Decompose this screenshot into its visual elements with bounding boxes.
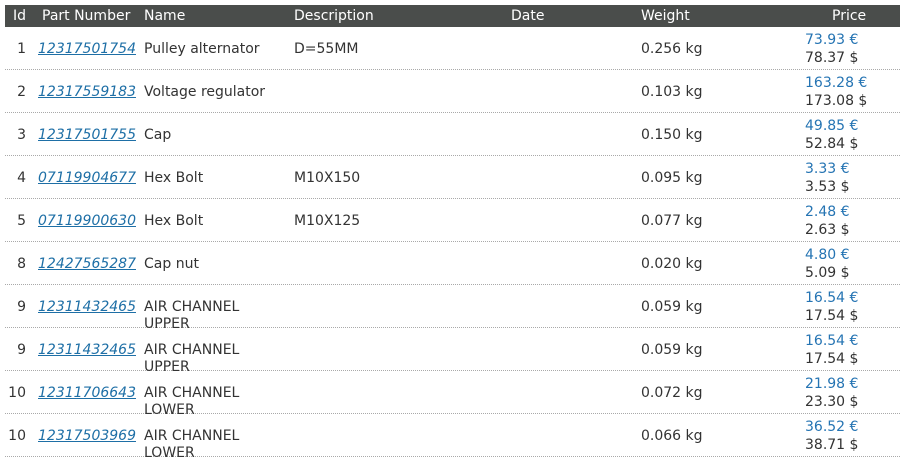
parts-table: Id Part Number Name Description Date Wei… xyxy=(5,5,900,461)
header-date[interactable]: Date xyxy=(511,8,545,24)
row-id: 2 xyxy=(17,84,26,100)
price-eur: 16.54 € xyxy=(805,290,859,306)
part-price: 36.52 € 38.71 $ xyxy=(805,418,858,454)
price-eur: 3.33 € xyxy=(805,161,850,177)
part-name: Cap xyxy=(144,127,172,143)
table-header: Id Part Number Name Description Date Wei… xyxy=(5,5,900,27)
row-id: 4 xyxy=(17,170,26,186)
price-usd: 2.63 $ xyxy=(805,222,850,238)
price-usd: 23.30 $ xyxy=(805,394,859,410)
table-row: 1 12317501754 Pulley alternator D=55MM 0.256… xyxy=(5,27,900,70)
table-row: 5 07119900630 Hex Bolt M10X125 0.077 kg 2.48 … xyxy=(5,199,900,242)
table-body: 1 12317501754 Pulley alternator D=55MM 0.256… xyxy=(5,27,900,461)
part-weight: 0.077 kg xyxy=(641,213,703,229)
row-id: 10 xyxy=(8,428,26,444)
part-name: AIR CHANNEL UPPER xyxy=(144,299,240,332)
price-eur: 49.85 € xyxy=(805,118,859,134)
part-name: AIR CHANNEL LOWER xyxy=(144,428,240,461)
header-price[interactable]: Price xyxy=(832,8,867,24)
part-name: Hex Bolt xyxy=(144,170,204,186)
row-id: 9 xyxy=(17,299,26,315)
part-name: Pulley alternator xyxy=(144,41,260,57)
header-id[interactable]: Id xyxy=(13,8,27,24)
price-eur: 2.48 € xyxy=(805,204,850,220)
row-id: 3 xyxy=(17,127,26,143)
part-weight: 0.020 kg xyxy=(641,256,703,272)
part-price: 16.54 € 17.54 $ xyxy=(805,289,858,325)
part-weight: 0.066 kg xyxy=(641,428,703,444)
part-weight: 0.103 kg xyxy=(641,84,703,100)
price-eur: 36.52 € xyxy=(805,419,859,435)
part-number-link[interactable]: 12317503969 xyxy=(38,428,136,444)
part-number-link[interactable]: 12311706643 xyxy=(38,385,136,401)
part-weight: 0.059 kg xyxy=(641,342,703,358)
part-number-link[interactable]: 12311432465 xyxy=(38,342,136,358)
table-row: 4 07119904677 Hex Bolt M10X150 0.095 kg 3.33 … xyxy=(5,156,900,199)
part-weight: 0.072 kg xyxy=(641,385,703,401)
part-name: Cap nut xyxy=(144,256,199,272)
part-number-link[interactable]: 07119904677 xyxy=(38,170,136,186)
part-weight: 0.059 kg xyxy=(641,299,703,315)
row-id: 5 xyxy=(17,213,26,229)
price-eur: 4.80 € xyxy=(805,247,850,263)
row-id: 1 xyxy=(17,41,26,57)
header-part-number[interactable]: Part Number xyxy=(42,8,131,24)
row-id: 8 xyxy=(17,256,26,272)
part-weight: 0.095 kg xyxy=(641,170,703,186)
part-number-link[interactable]: 12427565287 xyxy=(38,256,136,272)
part-price: 163.28 € 173.08 $ xyxy=(805,74,867,110)
part-description: D=55MM xyxy=(294,41,359,57)
part-name: Hex Bolt xyxy=(144,213,204,229)
part-number-link[interactable]: 07119900630 xyxy=(38,213,136,229)
header-weight[interactable]: Weight xyxy=(641,8,690,24)
part-number-link[interactable]: 12311432465 xyxy=(38,299,136,315)
row-id: 9 xyxy=(17,342,26,358)
part-name: AIR CHANNEL LOWER xyxy=(144,385,240,418)
price-eur: 21.98 € xyxy=(805,376,859,392)
part-number-link[interactable]: 12317559183 xyxy=(38,84,136,100)
price-usd: 52.84 $ xyxy=(805,136,859,152)
price-usd: 17.54 $ xyxy=(805,351,859,367)
table-row: 2 12317559183 Voltage regulator 0.103 kg 163… xyxy=(5,70,900,113)
table-row: 8 12427565287 Cap nut 0.020 kg 4.80 € 5.09 $ xyxy=(5,242,900,285)
header-name[interactable]: Name xyxy=(144,8,186,24)
price-usd: 38.71 $ xyxy=(805,437,859,453)
price-usd: 3.53 $ xyxy=(805,179,850,195)
part-price: 3.33 € 3.53 $ xyxy=(805,160,850,196)
header-description[interactable]: Description xyxy=(294,8,374,24)
part-price: 2.48 € 2.63 $ xyxy=(805,203,850,239)
part-description: M10X150 xyxy=(294,170,361,186)
part-price: 4.80 € 5.09 $ xyxy=(805,246,850,282)
price-usd: 17.54 $ xyxy=(805,308,859,324)
part-name: AIR CHANNEL UPPER xyxy=(144,342,240,375)
part-price: 73.93 € 78.37 $ xyxy=(805,31,858,67)
part-name: Voltage regulator xyxy=(144,84,266,100)
part-weight: 0.150 kg xyxy=(641,127,703,143)
row-id: 10 xyxy=(8,385,26,401)
price-eur: 16.54 € xyxy=(805,333,859,349)
part-weight: 0.256 kg xyxy=(641,41,703,57)
price-usd: 5.09 $ xyxy=(805,265,850,281)
price-usd: 173.08 $ xyxy=(805,93,868,109)
price-eur: 163.28 € xyxy=(805,75,868,91)
part-price: 21.98 € 23.30 $ xyxy=(805,375,858,411)
part-number-link[interactable]: 12317501755 xyxy=(38,127,136,143)
table-row: 9 12311432465 AIR CHANNEL UPPER 0.059 kg 16.… xyxy=(5,285,900,332)
price-usd: 78.37 $ xyxy=(805,50,859,66)
part-number-link[interactable]: 12317501754 xyxy=(38,41,136,57)
price-eur: 73.93 € xyxy=(805,32,859,48)
table-row: 10 12317503969 AIR CHANNEL LOWER 0.066 kg 36… xyxy=(5,414,900,461)
part-price: 16.54 € 17.54 $ xyxy=(805,332,858,368)
part-description: M10X125 xyxy=(294,213,361,229)
table-row: 10 12311706643 AIR CHANNEL LOWER 0.072 kg 21… xyxy=(5,371,900,418)
table-row: 3 12317501755 Cap 0.150 kg 49.85 € 52.84 $ xyxy=(5,113,900,156)
part-price: 49.85 € 52.84 $ xyxy=(805,117,858,153)
table-row: 9 12311432465 AIR CHANNEL UPPER 0.059 kg 16.… xyxy=(5,328,900,375)
